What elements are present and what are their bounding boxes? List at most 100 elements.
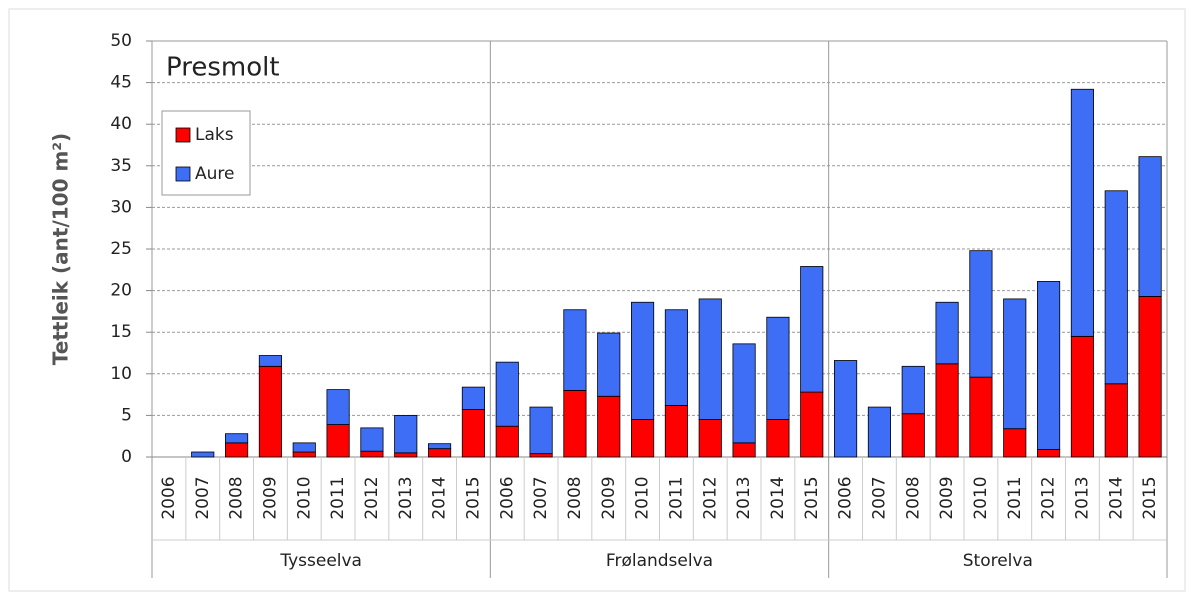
bar-segment <box>901 365 925 415</box>
bar-segment <box>800 266 824 393</box>
y-tick-label: 40 <box>110 114 132 134</box>
bar-segment <box>901 413 925 458</box>
bar-segment <box>360 450 384 458</box>
legend-label: Laks <box>195 125 234 145</box>
y-tick-label: 20 <box>110 281 132 301</box>
bar-segment <box>1070 88 1094 337</box>
y-tick-label: 10 <box>110 364 132 384</box>
y-tick-label: 35 <box>110 156 132 176</box>
bar-segment <box>969 250 993 378</box>
x-tick-label: 2015 <box>1140 476 1160 519</box>
x-tick-label: 2009 <box>937 476 957 519</box>
x-tick-label: 2010 <box>294 476 314 519</box>
bar-segment <box>461 409 485 458</box>
bar-segment <box>225 433 249 444</box>
x-tick-label: 2014 <box>768 476 788 519</box>
bar-segment <box>258 355 282 367</box>
x-tick-label: 2006 <box>836 476 856 519</box>
y-tick-label: 15 <box>110 322 132 342</box>
x-tick-label: 2011 <box>1005 476 1025 519</box>
bar-segment <box>766 316 790 420</box>
group-label: Tysseelva <box>279 551 362 571</box>
bar-segment <box>597 395 621 458</box>
bar-segment <box>563 390 587 458</box>
chart-title: Presmolt <box>166 53 280 83</box>
x-tick-label: 2011 <box>666 476 686 519</box>
x-tick-label: 2013 <box>1072 476 1092 519</box>
bar-segment <box>428 448 452 458</box>
legend-swatch <box>175 166 191 182</box>
x-tick-label: 2009 <box>599 476 619 519</box>
group-label: Storelva <box>963 551 1033 571</box>
bar-segment <box>1003 428 1027 458</box>
x-tick-label: 2008 <box>227 476 247 519</box>
y-tick-label: 50 <box>110 31 132 51</box>
x-tick-label: 2010 <box>633 476 653 519</box>
x-tick-label: 2014 <box>430 476 450 519</box>
x-tick-label: 2012 <box>1039 476 1059 519</box>
y-tick-label: 5 <box>121 405 132 425</box>
x-tick-label: 2013 <box>734 476 754 519</box>
bar-segment <box>529 406 553 455</box>
bar-segment <box>597 332 621 397</box>
y-tick-label: 30 <box>110 197 132 217</box>
bar-segment <box>461 386 485 410</box>
x-tick-label: 2012 <box>700 476 720 519</box>
x-tick-label: 2006 <box>497 476 517 519</box>
bar-segment <box>1104 383 1128 458</box>
legend-swatch <box>175 127 191 143</box>
bar-segment <box>394 452 418 458</box>
bar-segment <box>867 406 891 458</box>
bar-segment <box>191 451 215 458</box>
bar-segment <box>1070 335 1094 458</box>
group-label: Frølandselva <box>606 551 713 571</box>
bar-segment <box>225 442 249 458</box>
bar-segment <box>326 424 350 458</box>
bar-segment <box>1037 449 1061 458</box>
x-tick-label: 2007 <box>531 476 551 519</box>
bar-segment <box>766 419 790 458</box>
x-tick-label: 2010 <box>971 476 991 519</box>
y-tick-label: 45 <box>110 73 132 93</box>
bar-segment <box>969 376 993 458</box>
bar-segment <box>631 419 655 458</box>
x-tick-label: 2008 <box>565 476 585 519</box>
x-tick-label: 2007 <box>193 476 213 519</box>
bar-segment <box>1037 281 1061 450</box>
bar-segment <box>1104 190 1128 385</box>
bar-segment <box>428 443 452 450</box>
bar-segment <box>292 451 316 458</box>
bar-segment <box>732 442 756 458</box>
bar-segment <box>495 425 519 458</box>
y-axis-label: Tettleik (ant/100 m²) <box>49 133 73 365</box>
bar-segment <box>1138 156 1162 297</box>
x-tick-label: 2008 <box>903 476 923 519</box>
y-tick-label: 25 <box>110 239 132 259</box>
bar-segment <box>935 363 959 458</box>
x-tick-label: 2011 <box>328 476 348 519</box>
bar-segment <box>326 389 350 425</box>
bar-segment <box>495 361 519 427</box>
bar-segment <box>1138 296 1162 458</box>
bar-segment <box>631 301 655 420</box>
x-tick-label: 2009 <box>260 476 280 519</box>
bar-segment <box>529 453 553 458</box>
bar-segment <box>834 360 858 458</box>
x-tick-label: 2007 <box>869 476 889 519</box>
bar-segment <box>935 301 959 365</box>
legend-label: Aure <box>195 164 234 184</box>
bar-segment <box>800 391 824 458</box>
bar-segment <box>1003 298 1027 430</box>
bar-segment <box>563 309 587 391</box>
x-tick-label: 2012 <box>362 476 382 519</box>
x-tick-label: 2013 <box>396 476 416 519</box>
x-tick-label: 2006 <box>159 476 179 519</box>
x-tick-label: 2014 <box>1106 476 1126 519</box>
bar-segment <box>394 414 418 454</box>
bar-segment <box>360 427 384 452</box>
x-tick-label: 2015 <box>802 476 822 519</box>
x-tick-label: 2015 <box>463 476 483 519</box>
bar-segment <box>664 405 688 458</box>
bar-segment <box>698 298 722 420</box>
